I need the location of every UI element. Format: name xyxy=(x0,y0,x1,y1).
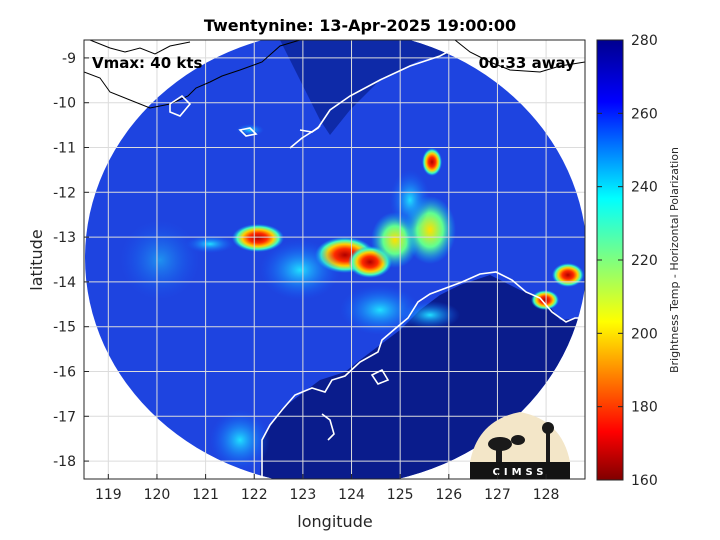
coastline-north xyxy=(289,47,456,149)
coastline-outside-top xyxy=(89,40,191,55)
y-axis-label: latitude xyxy=(27,229,46,290)
x-tick-label: 120 xyxy=(144,487,171,503)
colorbar-tick-label: 200 xyxy=(631,326,658,342)
convection-feature xyxy=(422,148,442,176)
colorbar-ticks: 280 260 240 220 200 180 160 xyxy=(597,33,658,489)
coastline-island xyxy=(238,127,258,137)
y-tick-label: -18 xyxy=(53,454,76,470)
x-tick-label: 126 xyxy=(435,487,462,503)
land-mass-north xyxy=(280,40,470,135)
y-tick-label: -12 xyxy=(53,185,76,201)
chart-title: Twentynine: 13-Apr-2025 19:00:00 xyxy=(204,16,516,35)
x-axis-label: longitude xyxy=(297,512,372,531)
convection-feature xyxy=(260,240,340,300)
y-tick-label: -17 xyxy=(53,409,76,425)
coastline-island xyxy=(321,413,335,441)
coastline-north-island xyxy=(299,125,321,133)
x-tick-label: 124 xyxy=(338,487,365,503)
logo-banner xyxy=(470,462,570,479)
x-tick-label: 122 xyxy=(241,487,268,503)
colorbar-tick-label: 260 xyxy=(631,106,658,122)
axes-frame xyxy=(83,39,586,480)
colorbar-tick-label: 220 xyxy=(631,253,658,269)
x-ticks: 119 120 121 122 123 124 125 126 127 128 xyxy=(95,474,560,503)
away-text: 00:33 away xyxy=(479,54,576,72)
coastline-outside-north-west xyxy=(84,40,301,109)
cimss-logo: CIMSS xyxy=(470,412,570,479)
grid xyxy=(84,40,585,479)
colorbar-label: Brightness Temp - Horizontal Polarizatio… xyxy=(668,147,681,373)
convection-feature xyxy=(552,263,584,287)
colorbar: 280 260 240 220 200 180 160 Brightness Temp - … xyxy=(596,33,681,489)
coastline-island xyxy=(169,94,192,117)
y-tick-label: -14 xyxy=(53,275,76,291)
x-tick-label: 123 xyxy=(290,487,317,503)
x-tick-label: 121 xyxy=(192,487,219,503)
convection-feature xyxy=(120,220,200,300)
coastline-outside xyxy=(84,40,585,109)
y-ticks: -9 -10 -11 -12 -13 -14 -15 -16 -17 -18 xyxy=(53,51,89,470)
coastline-south-land xyxy=(261,271,585,479)
coastline-inside xyxy=(169,47,585,479)
convection-feature xyxy=(531,290,559,310)
x-tick-label: 119 xyxy=(95,487,122,503)
y-tick-label: -10 xyxy=(53,96,76,112)
x-tick-label: 127 xyxy=(484,487,511,503)
y-tick-label: -15 xyxy=(53,320,76,336)
y-tick-label: -9 xyxy=(62,51,76,67)
logo-text: CIMSS xyxy=(493,467,548,478)
y-tick-label: -11 xyxy=(53,141,76,157)
x-tick-label: 125 xyxy=(387,487,414,503)
y-tick-label: -13 xyxy=(53,230,76,246)
plot-area: Vmax: 40 kts 00:33 away CIMSS 119 120 121 1… xyxy=(53,39,586,503)
convection-feature xyxy=(390,170,430,230)
colorbar-tick-label: 240 xyxy=(631,180,658,196)
convection-feature xyxy=(210,410,270,470)
logo-dish-icon xyxy=(488,422,554,462)
vmax-text: Vmax: 40 kts xyxy=(92,54,202,72)
coastline-island xyxy=(370,368,390,385)
colorbar-tick-label: 280 xyxy=(631,33,658,49)
convection-feature xyxy=(232,224,284,252)
colorbar-tick-label: 160 xyxy=(631,473,658,489)
y-tick-label: -16 xyxy=(53,364,76,380)
x-tick-label: 128 xyxy=(533,487,560,503)
colorbar-tick-label: 180 xyxy=(631,400,658,416)
coastline-outside-north-east xyxy=(454,40,585,73)
swath xyxy=(85,40,585,479)
